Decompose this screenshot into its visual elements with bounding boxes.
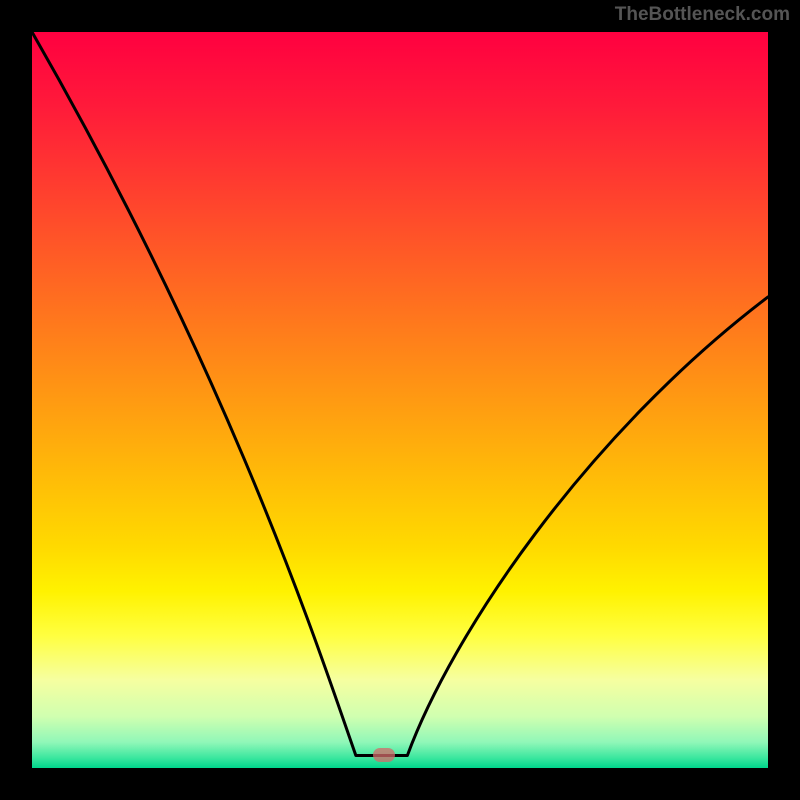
- attribution-label: TheBottleneck.com: [615, 4, 790, 26]
- bottleneck-curve: [0, 0, 800, 800]
- chart-stage: TheBottleneck.com: [0, 0, 800, 800]
- bottleneck-marker: [373, 748, 395, 762]
